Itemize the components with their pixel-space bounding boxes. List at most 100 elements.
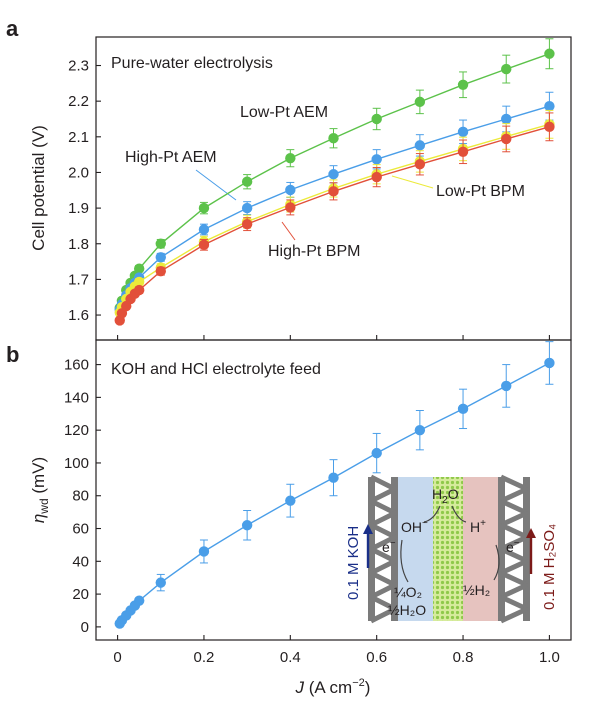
- left-electrode-frame: [368, 474, 398, 624]
- panel-b-ytick-label: 160: [64, 357, 89, 374]
- inset-h-text: H: [470, 519, 480, 535]
- frame-rail: [391, 477, 398, 621]
- frame-strut: [369, 546, 397, 564]
- frame-strut: [369, 510, 397, 528]
- frame-rail: [523, 477, 530, 621]
- inset-h2so4-label: 0.1 M H₂SO₄: [541, 524, 558, 610]
- panel-b-ytick-label: 40: [72, 553, 89, 570]
- label-low-pt-bpm: Low-Pt BPM: [436, 183, 525, 200]
- xlabel-sup: −2: [352, 677, 365, 689]
- frame-strut: [499, 522, 529, 540]
- data-point-low-pt-aem: [198, 202, 210, 214]
- leader-high-pt-bpm: [281, 221, 296, 241]
- data-point-high-pt-bpm: [198, 239, 210, 251]
- frame-strut: [499, 486, 529, 504]
- frame-strut: [369, 534, 397, 552]
- catalyst-layer: [433, 477, 463, 621]
- panel-a-ytick-label: 1.9: [68, 200, 89, 217]
- inset-e-right-text: e: [506, 539, 514, 555]
- ylabel-unit: (mV): [29, 457, 48, 499]
- panel-b-ytick-label: 0: [81, 619, 89, 636]
- data-point-low-pt-aem: [328, 133, 339, 144]
- panel-b-ytick-label: 80: [72, 488, 89, 505]
- x-tick-label: 0.2: [194, 649, 215, 666]
- inset-e-right-sup: −: [514, 538, 520, 549]
- data-point-high-pt-aem: [457, 126, 469, 138]
- data-point-high-pt-aem: [328, 169, 339, 180]
- frame-strut: [369, 570, 397, 588]
- data-point-wd: [133, 595, 145, 606]
- data-point-high-pt-bpm: [457, 146, 469, 157]
- panel-b-ytick-label: 20: [72, 586, 89, 603]
- data-point-low-pt-aem: [414, 96, 426, 108]
- inset-h: H+: [470, 518, 486, 535]
- electrolyzer-inset: H2O OH− H+ e− e− ¼O₂ ½H₂O ½H₂ 0.1 M KOH …: [345, 474, 558, 624]
- panel-b-ytick-label: 100: [64, 455, 89, 472]
- data-point-high-pt-bpm: [501, 133, 512, 145]
- frame-strut: [499, 498, 529, 516]
- panel-b-y-axis-title: ηwd (mV): [29, 457, 51, 523]
- inset-oh-sup: −: [422, 518, 428, 529]
- data-point-high-pt-bpm: [544, 121, 555, 133]
- panel-b-title: KOH and HCl electrolyte feed: [111, 361, 321, 378]
- frame-strut: [369, 558, 397, 576]
- inset-e-left-text: e: [382, 539, 390, 555]
- data-point-low-pt-aem: [371, 113, 382, 125]
- data-point-low-pt-aem: [285, 153, 296, 164]
- panel-a-title: Pure-water electrolysis: [111, 55, 273, 72]
- panel-a-ytick-label: 1.7: [68, 271, 89, 288]
- data-point-high-pt-aem: [241, 202, 253, 214]
- data-point-wd: [414, 424, 426, 436]
- arrow-water-to-oh: [423, 505, 441, 523]
- inset-o2-product: ¼O₂: [394, 584, 422, 600]
- x-tick-label: 0: [113, 649, 121, 666]
- frame-strut: [499, 474, 529, 492]
- panel-a-y-axis-title: Cell potential (V): [29, 125, 48, 251]
- frame-strut: [499, 510, 529, 528]
- panel-a-letter: a: [6, 16, 19, 41]
- frame-strut: [369, 522, 397, 540]
- data-point-wd: [328, 472, 339, 483]
- leader-high-pt-aem: [195, 169, 237, 201]
- frame-strut: [369, 582, 397, 600]
- data-point-wd: [155, 577, 166, 588]
- data-point-wd: [285, 495, 296, 506]
- frame-strut: [499, 546, 529, 564]
- frame-strut: [499, 594, 529, 612]
- data-point-low-pt-aem: [241, 176, 253, 187]
- x-tick-label: 0.6: [366, 649, 387, 666]
- x-axis-title: J (A cm−2): [295, 677, 371, 697]
- inset-oh-text: OH: [401, 519, 422, 535]
- data-point-high-pt-bpm: [155, 266, 166, 277]
- inset-e-left: e−: [382, 538, 396, 555]
- data-point-high-pt-bpm: [371, 171, 382, 183]
- inset-h2o-sub: 2: [442, 495, 448, 506]
- frame-strut: [499, 534, 529, 552]
- panel-a-ytick-label: 2.2: [68, 93, 89, 110]
- inset-e-right: e−: [506, 538, 520, 555]
- x-tick-label: 0.8: [453, 649, 474, 666]
- data-point-high-pt-bpm: [328, 186, 339, 197]
- label-low-pt-aem: Low-Pt AEM: [240, 104, 328, 121]
- frame-strut: [369, 606, 397, 624]
- data-point-high-pt-aem: [414, 140, 426, 151]
- ylabel-eta: η: [29, 514, 48, 523]
- data-point-wd: [501, 380, 512, 392]
- data-point-high-pt-bpm: [241, 218, 253, 230]
- panel-a-ytick-label: 2.3: [68, 58, 89, 75]
- inset-h2o-h: H: [432, 486, 442, 502]
- arrow-h-to-h2: [493, 544, 500, 581]
- panel-b-ytick-label: 140: [64, 389, 89, 406]
- data-point-high-pt-bpm: [285, 202, 296, 213]
- arrow-water-to-h: [451, 505, 467, 523]
- data-point-high-pt-aem: [285, 184, 296, 196]
- data-point-low-pt-aem: [155, 238, 166, 249]
- data-point-wd: [241, 520, 253, 531]
- frame-strut: [369, 594, 397, 612]
- arrow-oh-to-o2: [400, 539, 409, 583]
- panel-b-plot: [114, 341, 555, 629]
- membrane-cem-region: [463, 477, 499, 621]
- frame-strut: [499, 582, 529, 600]
- data-point-wd: [198, 546, 210, 557]
